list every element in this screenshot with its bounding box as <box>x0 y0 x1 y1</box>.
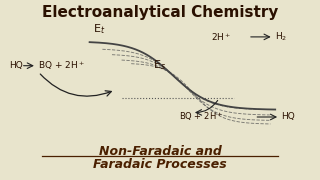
Text: E$_s$: E$_s$ <box>154 58 166 72</box>
Text: BQ + 2H$^+$: BQ + 2H$^+$ <box>179 111 223 123</box>
Text: BQ + 2H$^+$: BQ + 2H$^+$ <box>38 59 85 72</box>
Text: Faradaic Processes: Faradaic Processes <box>93 158 227 170</box>
Text: HQ: HQ <box>10 61 23 70</box>
Text: Electroanalytical Chemistry: Electroanalytical Chemistry <box>42 5 278 20</box>
Text: Non-Faradaic and: Non-Faradaic and <box>99 145 221 158</box>
Text: HQ: HQ <box>282 112 295 122</box>
Text: H$_2$: H$_2$ <box>275 31 287 43</box>
Text: 2H$^+$: 2H$^+$ <box>211 31 232 43</box>
Text: E$_t$: E$_t$ <box>93 22 105 36</box>
